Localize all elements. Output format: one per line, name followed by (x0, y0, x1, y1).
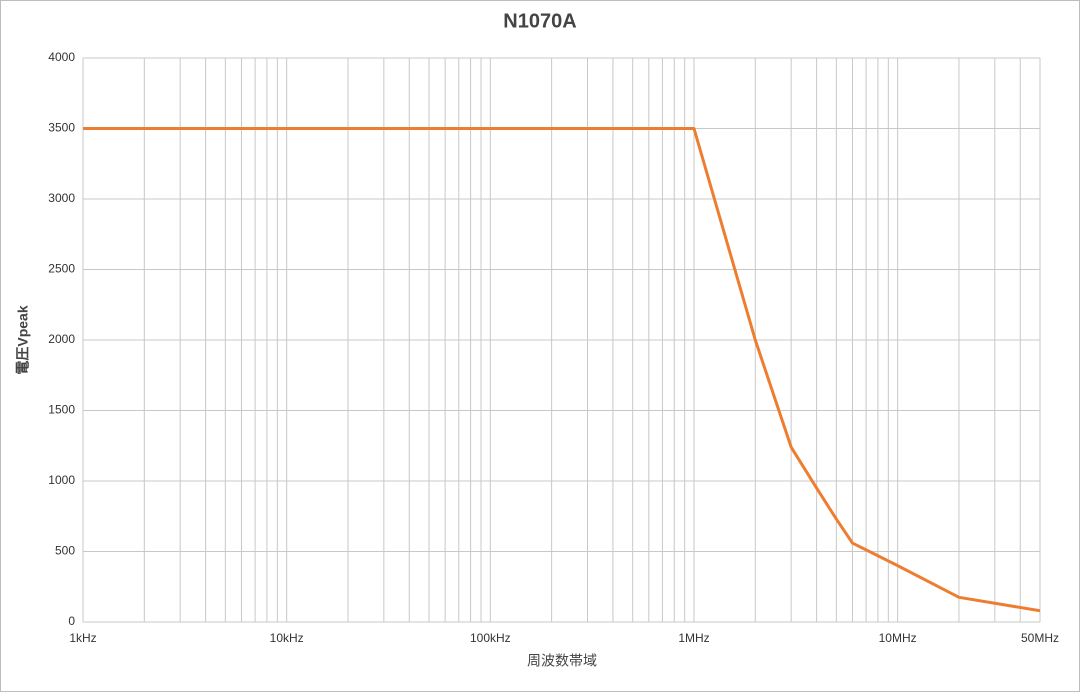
y-tick-label: 3000 (48, 191, 75, 205)
y-tick-label: 4000 (48, 50, 75, 64)
y-tick-label: 1500 (48, 403, 75, 417)
x-tick-label: 10kHz (270, 631, 304, 645)
x-tick-label: 100kHz (470, 631, 511, 645)
data-line (83, 127, 1041, 613)
x-tick-label: 10MHz (879, 631, 917, 645)
x-tick-label: 1MHz (678, 631, 709, 645)
y-tick-label: 2500 (48, 262, 75, 276)
y-tick-label: 3500 (48, 121, 75, 135)
y-tick-label: 1000 (48, 473, 75, 487)
y-tick-label: 2000 (48, 332, 75, 346)
x-tick-label: 1kHz (69, 631, 96, 645)
y-axis-title: 電圧Vpeak (15, 305, 31, 374)
y-tick-label: 500 (55, 544, 75, 558)
x-axis-title: 周波数帯域 (527, 653, 597, 669)
y-tick-label: 0 (68, 614, 75, 628)
x-tick-label: 50MHz (1021, 631, 1059, 645)
chart-title: N1070A (503, 10, 576, 32)
